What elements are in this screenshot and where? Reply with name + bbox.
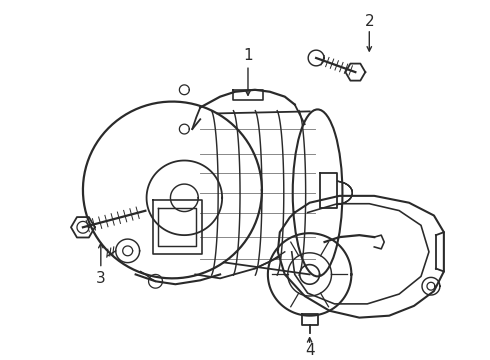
Text: 4: 4 [305,343,315,357]
Text: 3: 3 [96,271,106,286]
Text: 1: 1 [243,48,253,63]
Text: 2: 2 [365,14,374,28]
